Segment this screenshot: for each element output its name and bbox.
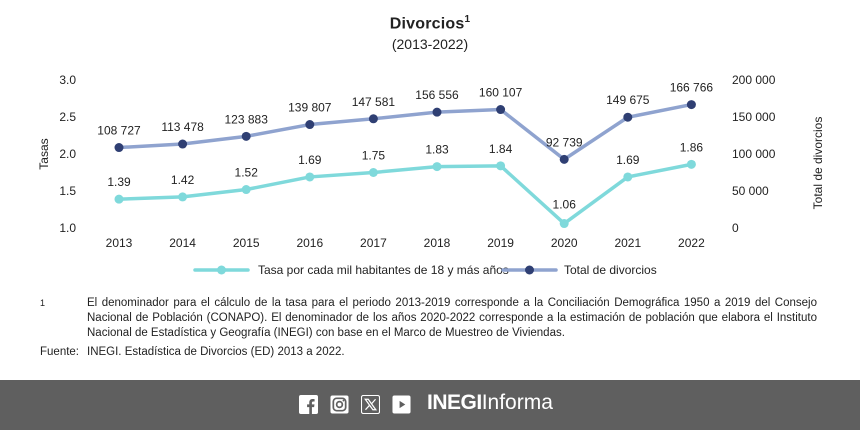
legend-entry-label: Tasa por cada mil habitantes de 18 y más…: [258, 263, 509, 277]
series-1-data-label: 139 807: [288, 101, 332, 115]
y-right-tick-label: 100 000: [732, 147, 776, 161]
series-0-data-label: 1.83: [425, 143, 449, 157]
series-1-point: [496, 105, 506, 115]
y-left-tick-label: 1.5: [59, 184, 76, 198]
x-tick-label: 2019: [487, 236, 514, 250]
y-right-axis-title: Total de divorcios: [811, 117, 825, 210]
brand-rest: Informa: [481, 391, 553, 414]
series-0-point: [241, 185, 251, 195]
series-1-data-label: 92 739: [546, 135, 583, 149]
chart-title: Divorcios1: [0, 14, 860, 33]
series-1-point: [114, 143, 124, 153]
footnote-text: El denominador para el cálculo de la tas…: [87, 297, 817, 339]
series-1-data-label: 113 478: [161, 120, 204, 134]
chart-area: 1.0 1.5 2.0 2.5 3.0 0 50 000 100 000 150 000 200 …: [37, 73, 825, 277]
footer-bar: INEGIInforma: [0, 380, 860, 430]
series-1-data-label: 123 883: [225, 112, 269, 126]
series-0-point: [305, 172, 315, 182]
series-0-point: [559, 219, 569, 229]
legend-entry-label: Total de divorcios: [564, 263, 657, 277]
y-left-axis-title: Tasas: [37, 138, 51, 169]
series-1-point: [178, 139, 188, 149]
y-right-tick-label: 0: [732, 221, 739, 235]
y-left-tick-label: 2.0: [59, 147, 76, 161]
series-1-point: [305, 120, 315, 130]
chart-series: 1.39 1.42 1.52 1.69 1.75 1.83 1.84 1.06 1.69 1.86…: [97, 81, 714, 229]
series-1-data-label: 166 766: [670, 81, 714, 95]
series-1-data-label: 156 556: [415, 88, 459, 102]
chart-subtitle: (2013-2022): [391, 36, 469, 52]
series-1-data-label: 147 581: [352, 95, 396, 109]
y-right-tick-label: 200 000: [732, 73, 776, 87]
inegi-informa-logo: INEGIInforma: [427, 391, 553, 415]
x-tick-label: 2018: [424, 236, 451, 250]
series-line-0: [117, 162, 694, 226]
y-right-tick-label: 50 000: [732, 184, 769, 198]
x-tick-label: 2014: [169, 236, 196, 250]
series-1-data-label: 160 107: [479, 86, 523, 100]
legend-swatch-marker: [525, 265, 534, 275]
series-1-data-label: 108 727: [97, 124, 141, 138]
y-left-tick-label: 1.0: [59, 221, 76, 235]
series-0-point: [114, 194, 124, 204]
x-tick-label: 2020: [551, 236, 578, 250]
series-0-data-label: 1.42: [171, 173, 195, 187]
series-0-point: [686, 159, 696, 169]
x-tick-label: 2021: [614, 236, 641, 250]
source-text: INEGI. Estadística de Divorcios (ED) 201…: [87, 346, 345, 358]
series-0-point: [178, 192, 188, 202]
series-line-1: [117, 102, 694, 162]
chart-title-text: Divorcios: [389, 15, 465, 33]
series-0-data-label: 1.75: [362, 149, 386, 163]
chart-axes: 1.0 1.5 2.0 2.5 3.0 0 50 000 100 000 150 000 200 …: [37, 73, 825, 250]
series-0-point: [496, 161, 506, 171]
series-1-point: [368, 114, 378, 124]
y-left-tick-label: 3.0: [59, 73, 76, 87]
source-line: Fuente: INEGI. Estadística de Divorcios (…: [40, 346, 345, 358]
series-0-data-label: 1.52: [235, 166, 259, 180]
brand-bold: INEGI: [427, 391, 482, 414]
series-1-data-label: 149 675: [606, 93, 650, 107]
x-icon[interactable]: [361, 395, 380, 414]
youtube-icon[interactable]: [392, 395, 411, 414]
x-tick-label: 2013: [106, 236, 133, 250]
series-1-point: [432, 107, 442, 117]
series-0-data-label: 1.06: [553, 198, 577, 212]
chart-legend: Tasa por cada mil habitantes de 18 y más…: [193, 263, 657, 277]
series-1-point: [623, 112, 633, 122]
footnote-mark: 1: [40, 298, 46, 308]
series-1-point: [241, 131, 251, 141]
series-0-data-label: 1.39: [107, 175, 131, 189]
source-label: Fuente:: [40, 346, 79, 358]
series-0-point: [368, 168, 378, 177]
x-tick-label: 2015: [233, 236, 260, 250]
x-tick-label: 2022: [678, 236, 705, 250]
series-0-data-label: 1.86: [680, 140, 704, 154]
legend-swatch-marker: [217, 265, 226, 275]
instagram-icon[interactable]: [330, 395, 349, 414]
series-1-point: [686, 100, 696, 110]
series-0-point: [623, 172, 633, 182]
series-0-point: [432, 162, 442, 172]
series-0-data-label: 1.84: [489, 142, 513, 156]
series-0-data-label: 1.69: [616, 153, 640, 167]
title-footnote-mark: 1: [464, 14, 471, 25]
x-tick-label: 2016: [296, 236, 323, 250]
y-left-tick-label: 2.5: [59, 110, 76, 124]
series-1-point: [559, 154, 569, 164]
x-tick-label: 2017: [360, 236, 387, 250]
y-right-tick-label: 150 000: [732, 110, 776, 124]
series-0-data-label: 1.69: [298, 153, 322, 167]
facebook-icon[interactable]: [299, 395, 318, 414]
